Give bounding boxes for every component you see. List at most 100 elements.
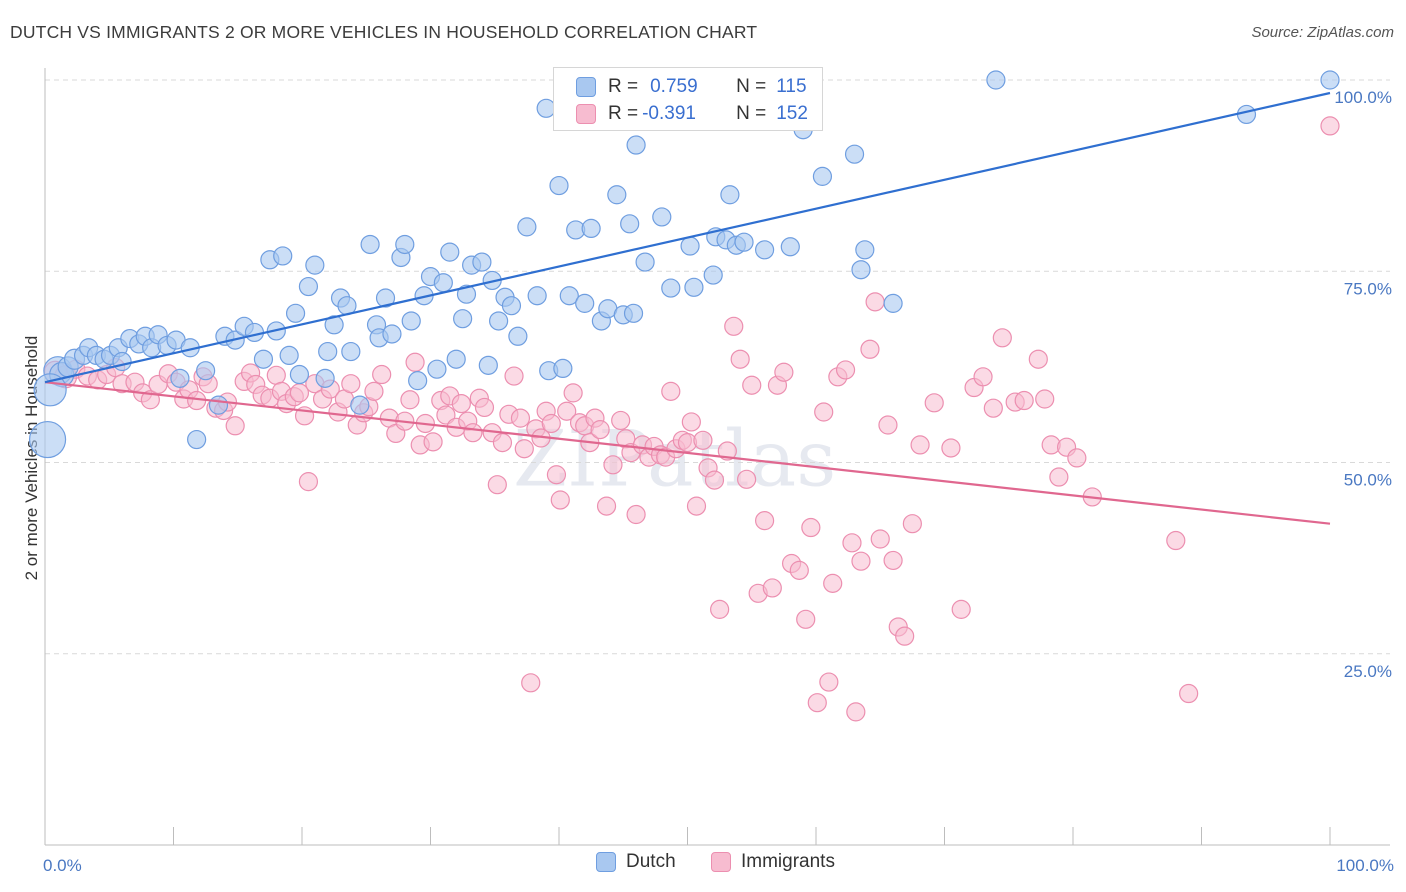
dutch-point-106 [1236, 104, 1257, 125]
dutch-point-89 [684, 277, 704, 297]
dutch-point-83 [623, 303, 644, 323]
immigrants-point-103 [704, 470, 725, 490]
immigrants-point-124 [835, 360, 856, 380]
immigrants-point-69 [514, 439, 534, 459]
dutch-point-84 [626, 135, 646, 155]
immigrants-point-135 [902, 514, 922, 534]
immigrants-point-130 [870, 529, 890, 549]
immigrants-point-22 [225, 416, 245, 436]
immigrants-point-58 [451, 393, 471, 414]
dutch-point-10 [112, 351, 132, 372]
immigrants-swatch [576, 104, 596, 124]
dutch-point-105 [986, 70, 1006, 90]
dutch-point-103 [855, 240, 875, 260]
dutch-point-36 [315, 368, 335, 388]
r-value: -0.391 [642, 103, 696, 124]
immigrants-point-44 [364, 381, 384, 401]
dutch-point-47 [382, 324, 402, 344]
r-value: 0.759 [650, 76, 698, 97]
dutch-point-20 [196, 361, 216, 381]
stats-row-dutch: R = 0.759 N = 115 [576, 75, 807, 99]
immigrants-point-145 [1014, 390, 1034, 411]
immigrants-point-28 [266, 365, 286, 385]
immigrants-point-131 [878, 415, 898, 435]
x-tick-label-end: 100.0% [1336, 856, 1394, 875]
n-label: N = [736, 103, 767, 124]
immigrants-point-84 [596, 496, 617, 516]
immigrants-point-132 [883, 550, 903, 571]
stats-row-immigrants: R = -0.391 N = 152 [576, 102, 808, 126]
dutch-point-33 [289, 364, 310, 385]
y-tick-label-1: 50.0% [1344, 471, 1392, 490]
immigrants-point-149 [1049, 467, 1069, 487]
immigrants-point-104 [710, 599, 730, 619]
immigrants-point-53 [423, 432, 443, 452]
immigrants-point-136 [910, 435, 930, 455]
dutch-point-46 [375, 288, 396, 308]
immigrants-point-105 [717, 441, 737, 461]
dutch-point-34 [298, 276, 319, 297]
immigrants-point-125 [842, 533, 862, 553]
immigrants-point-134 [895, 626, 915, 646]
dutch-point-51 [408, 371, 428, 391]
dutch-point-87 [661, 278, 681, 298]
dutch-point-43 [360, 234, 380, 255]
dutch-point-57 [446, 349, 466, 369]
dutch-point-30 [273, 246, 293, 266]
dutch-point-22 [208, 395, 229, 415]
r-label: R = [608, 103, 639, 124]
immigrants-point-65 [492, 433, 513, 453]
dutch-points [28, 70, 1340, 459]
dutch-swatch [576, 77, 596, 97]
trend-lines [44, 91, 1331, 525]
n-label: N = [736, 76, 767, 97]
immigrants-point-153 [1166, 530, 1186, 551]
dutch-point-55 [433, 273, 453, 293]
dutch-point-59 [456, 284, 477, 304]
immigrants-point-137 [924, 393, 944, 413]
immigrants-point-34 [298, 472, 319, 492]
dutch-point-61 [472, 252, 492, 272]
dutch-point-68 [517, 217, 537, 237]
immigrants-point-89 [626, 504, 646, 525]
immigrants-point-112 [762, 578, 782, 598]
dutch-trend-line [44, 91, 1331, 384]
immigrants-point-68 [510, 408, 531, 428]
immigrants-point-64 [487, 475, 507, 495]
immigrants-point-76 [550, 490, 570, 510]
immigrants-point-67 [504, 366, 524, 386]
legend-item-dutch: Dutch [596, 851, 676, 873]
immigrants-point-75 [546, 465, 567, 485]
immigrants-point-108 [737, 469, 757, 489]
immigrants-swatch [711, 852, 731, 872]
immigrants-point-40 [341, 374, 361, 394]
dutch-point-86 [652, 207, 672, 227]
immigrants-point-117 [796, 609, 816, 629]
immigrants-point-118 [801, 517, 821, 538]
dutch-point-37 [318, 341, 338, 362]
immigrants-point-120 [814, 402, 834, 422]
immigrants-point-100 [686, 496, 707, 516]
dutch-point-101 [844, 144, 865, 164]
immigrants-point-45 [372, 364, 392, 385]
immigrants-points [43, 116, 1340, 722]
dutch-point-109 [33, 373, 67, 407]
y-tick-label-0: 25.0% [1344, 662, 1392, 681]
immigrants-point-138 [941, 438, 961, 458]
stats-legend: R = 0.759 N = 115 R = -0.391 N = 152 [553, 67, 823, 131]
immigrants-point-101 [693, 430, 713, 450]
immigrants-point-49 [400, 390, 420, 410]
immigrants-point-107 [730, 349, 750, 369]
immigrants-point-86 [611, 410, 631, 431]
dutch-point-56 [440, 242, 460, 262]
dutch-point-66 [501, 296, 522, 316]
immigrants-point-111 [754, 511, 775, 531]
dutch-point-31 [279, 345, 299, 365]
dutch-point-107 [1320, 70, 1340, 90]
dutch-point-73 [553, 358, 573, 379]
legend-label-immigrants: Immigrants [741, 851, 835, 872]
immigrants-point-62 [474, 397, 495, 418]
immigrants-point-83 [590, 420, 610, 440]
immigrants-point-142 [983, 398, 1003, 418]
